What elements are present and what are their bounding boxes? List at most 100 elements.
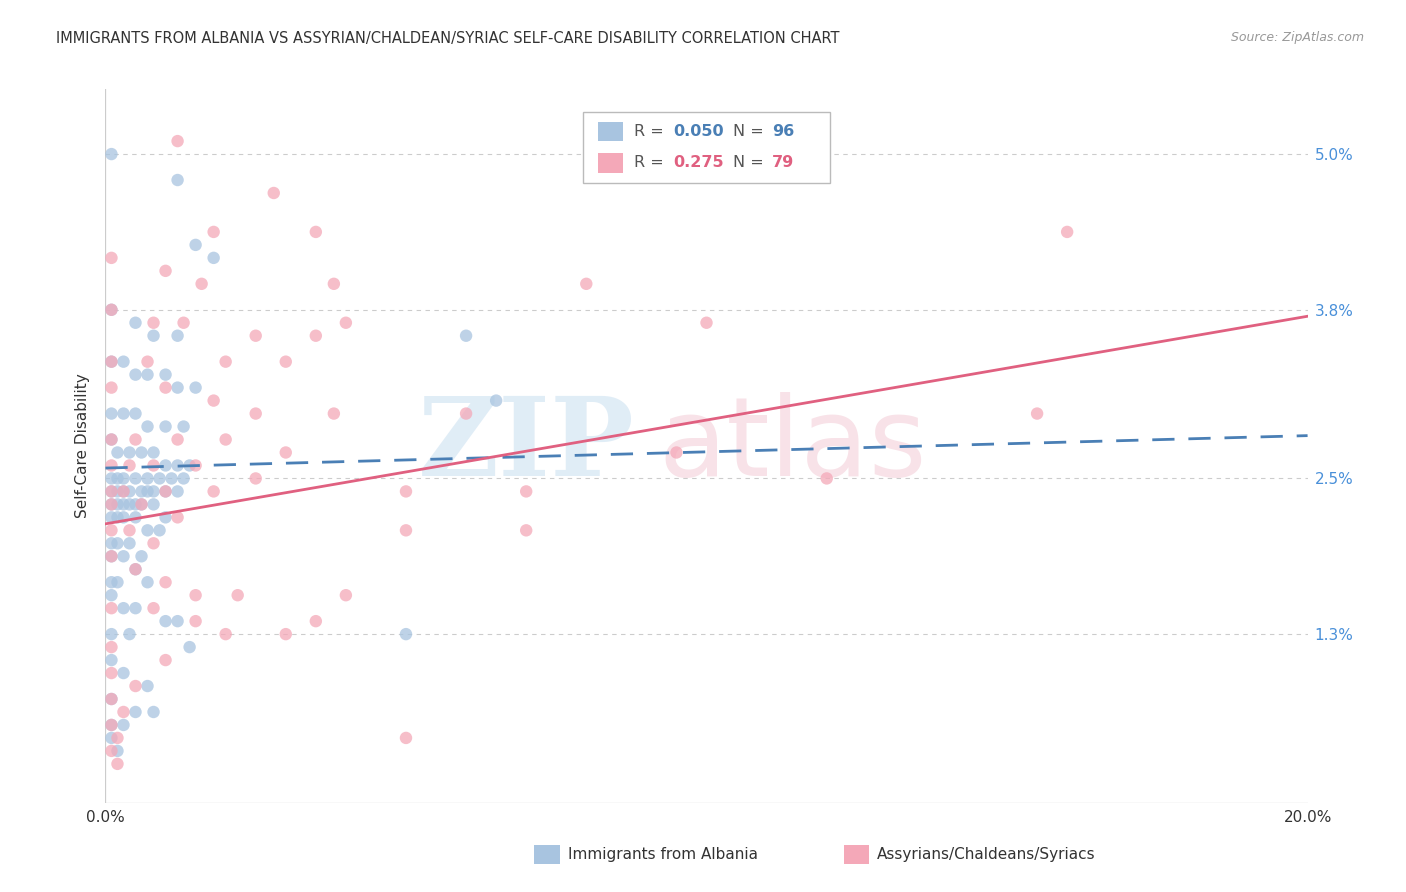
Point <box>665 445 688 459</box>
Point <box>112 407 135 421</box>
Point <box>100 302 122 317</box>
Point <box>274 445 297 459</box>
Point <box>107 484 129 499</box>
Point <box>179 458 201 473</box>
Text: N =: N = <box>733 124 769 139</box>
Point <box>100 381 122 395</box>
Point <box>305 328 328 343</box>
Point <box>202 251 225 265</box>
Point <box>131 497 153 511</box>
Point <box>142 484 165 499</box>
Point <box>124 562 146 576</box>
Point <box>184 238 207 252</box>
Point <box>100 666 122 681</box>
Point <box>100 640 122 654</box>
Point <box>395 627 418 641</box>
Point <box>112 497 135 511</box>
Point <box>202 225 225 239</box>
Point <box>166 484 188 499</box>
Point <box>112 549 135 564</box>
Point <box>202 393 225 408</box>
Point <box>515 484 537 499</box>
Point <box>124 679 146 693</box>
Point <box>136 354 159 368</box>
Point <box>166 510 188 524</box>
Point <box>124 407 146 421</box>
Point <box>155 510 177 524</box>
Point <box>815 471 838 485</box>
Point <box>155 419 177 434</box>
Point <box>395 731 418 745</box>
Point <box>696 316 718 330</box>
Point <box>100 549 122 564</box>
Text: N =: N = <box>733 155 769 170</box>
Point <box>131 497 153 511</box>
Point <box>245 407 267 421</box>
Point <box>112 718 135 732</box>
Text: IMMIGRANTS FROM ALBANIA VS ASSYRIAN/CHALDEAN/SYRIAC SELF-CARE DISABILITY CORRELA: IMMIGRANTS FROM ALBANIA VS ASSYRIAN/CHAL… <box>56 31 839 46</box>
Point <box>395 484 418 499</box>
Point <box>274 627 297 641</box>
Point <box>184 458 207 473</box>
Point <box>142 497 165 511</box>
Point <box>142 705 165 719</box>
Point <box>112 471 135 485</box>
Point <box>112 484 135 499</box>
Point <box>124 601 146 615</box>
Point <box>155 575 177 590</box>
Text: 96: 96 <box>772 124 794 139</box>
Text: R =: R = <box>634 155 669 170</box>
Point <box>100 718 122 732</box>
Point <box>100 354 122 368</box>
Point <box>136 524 159 538</box>
Y-axis label: Self-Care Disability: Self-Care Disability <box>75 374 90 518</box>
Point <box>107 744 129 758</box>
Point <box>107 756 129 771</box>
Point <box>136 679 159 693</box>
Point <box>166 328 188 343</box>
Point <box>100 549 122 564</box>
Point <box>173 471 195 485</box>
Point <box>107 536 129 550</box>
Point <box>100 251 122 265</box>
Point <box>100 510 122 524</box>
Point <box>226 588 249 602</box>
Point <box>107 731 129 745</box>
Point <box>335 316 357 330</box>
Point <box>136 484 159 499</box>
Point <box>131 549 153 564</box>
Point <box>131 484 153 499</box>
Point <box>305 614 328 628</box>
Point <box>142 536 165 550</box>
Point <box>184 381 207 395</box>
Point <box>100 588 122 602</box>
Point <box>112 354 135 368</box>
Point <box>100 433 122 447</box>
Point <box>124 705 146 719</box>
Point <box>100 744 122 758</box>
Point <box>124 562 146 576</box>
Point <box>184 614 207 628</box>
Point <box>100 497 122 511</box>
Point <box>100 692 122 706</box>
Point <box>118 524 141 538</box>
Point <box>100 484 122 499</box>
Point <box>100 433 122 447</box>
Point <box>184 588 207 602</box>
Point <box>107 575 129 590</box>
Point <box>173 419 195 434</box>
Point <box>155 458 177 473</box>
Point <box>335 588 357 602</box>
Point <box>142 316 165 330</box>
Point <box>454 407 477 421</box>
Point <box>100 731 122 745</box>
Point <box>214 354 236 368</box>
Point <box>118 536 141 550</box>
Point <box>166 381 188 395</box>
Point <box>100 524 122 538</box>
Point <box>118 497 141 511</box>
Point <box>322 407 344 421</box>
Point <box>160 471 183 485</box>
Point <box>142 445 165 459</box>
Text: R =: R = <box>634 124 669 139</box>
